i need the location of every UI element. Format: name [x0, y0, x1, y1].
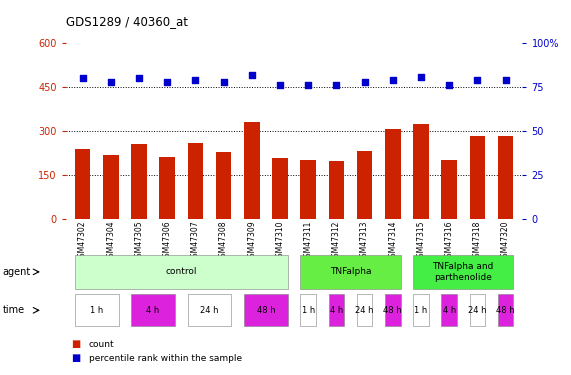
Text: time: time — [3, 305, 25, 315]
Text: 24 h: 24 h — [355, 306, 374, 315]
Bar — [244, 122, 260, 219]
Point — [416, 74, 425, 80]
Point — [332, 82, 341, 88]
Point — [360, 79, 369, 85]
Text: 24 h: 24 h — [468, 306, 486, 315]
Text: 48 h: 48 h — [384, 306, 402, 315]
Bar — [216, 152, 231, 219]
Point — [473, 77, 482, 83]
Bar — [413, 124, 429, 219]
Text: ■: ■ — [71, 339, 81, 349]
Point — [106, 79, 115, 85]
Text: ■: ■ — [71, 353, 81, 363]
Text: percentile rank within the sample: percentile rank within the sample — [89, 354, 242, 363]
Bar — [103, 155, 119, 219]
Bar — [385, 129, 400, 219]
Point — [501, 77, 510, 83]
Text: TNFalpha and
parthenolide: TNFalpha and parthenolide — [433, 262, 494, 282]
Point — [134, 75, 143, 81]
Bar — [469, 136, 485, 219]
Text: 24 h: 24 h — [200, 306, 219, 315]
Bar — [131, 144, 147, 219]
Bar — [75, 149, 90, 219]
Text: agent: agent — [3, 267, 31, 277]
Text: 1 h: 1 h — [90, 306, 103, 315]
Bar — [300, 160, 316, 219]
Point — [163, 79, 172, 85]
Point — [191, 77, 200, 83]
Text: TNFalpha: TNFalpha — [329, 267, 371, 276]
Text: 48 h: 48 h — [256, 306, 275, 315]
Bar — [328, 161, 344, 219]
Bar — [188, 143, 203, 219]
Text: 4 h: 4 h — [443, 306, 456, 315]
Text: 1 h: 1 h — [301, 306, 315, 315]
Text: count: count — [89, 340, 114, 349]
Point — [78, 75, 87, 81]
Point — [219, 79, 228, 85]
Text: control: control — [166, 267, 197, 276]
Point — [445, 82, 454, 88]
Text: 4 h: 4 h — [329, 306, 343, 315]
Bar — [159, 157, 175, 219]
Point — [304, 82, 313, 88]
Text: 4 h: 4 h — [146, 306, 160, 315]
Point — [275, 82, 284, 88]
Bar — [357, 151, 372, 219]
Text: 1 h: 1 h — [415, 306, 428, 315]
Text: 48 h: 48 h — [496, 306, 515, 315]
Bar — [272, 158, 288, 219]
Bar — [498, 136, 513, 219]
Text: GDS1289 / 40360_at: GDS1289 / 40360_at — [66, 15, 188, 28]
Point — [247, 72, 256, 78]
Bar — [441, 160, 457, 219]
Point — [388, 77, 397, 83]
